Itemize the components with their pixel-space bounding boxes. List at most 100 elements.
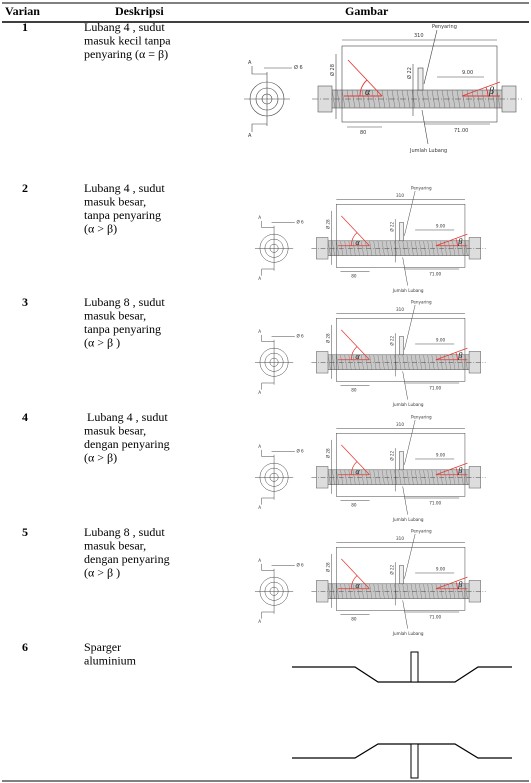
- description-line: tanpa penyaring: [84, 208, 161, 222]
- dim-label: 80: [360, 130, 366, 136]
- dim-label: 310: [396, 422, 404, 427]
- nozzle: [418, 68, 423, 90]
- description-line: masuk kecil tanpa: [84, 34, 171, 48]
- annotation: Penyaring: [432, 24, 457, 30]
- nozzle: [399, 452, 403, 470]
- variant-number: 3: [22, 295, 28, 309]
- leader: [404, 305, 415, 350]
- dim-label: 9.00: [436, 338, 446, 343]
- description-line: masuk besar,: [84, 424, 146, 438]
- page: {"table": { "header": ["Varian", "Deskri…: [0, 0, 531, 783]
- angle-label: β: [457, 351, 463, 360]
- angle-label: β: [457, 580, 463, 589]
- sparger-nozzle: [411, 652, 418, 682]
- cut-label: A: [258, 390, 261, 395]
- dim-label: 310: [396, 193, 404, 198]
- annotation: Penyaring: [411, 528, 432, 533]
- description-line: masuk besar,: [84, 309, 146, 323]
- leader: [404, 420, 415, 465]
- angle-label: α: [355, 238, 360, 247]
- dim-label: 80: [351, 616, 357, 621]
- annotation: Jumlah Lubang: [392, 517, 424, 522]
- dim-label: 71.00: [454, 128, 468, 134]
- sparger-nozzle: [411, 744, 418, 778]
- description-line: penyaring (α = β): [84, 47, 168, 61]
- drawing: [292, 652, 512, 778]
- sparger-outline: [292, 744, 512, 758]
- variant-number: 2: [22, 181, 28, 195]
- angle-label: α: [365, 87, 371, 98]
- dim-label: 310: [396, 536, 404, 541]
- dim-label: Ø 28: [329, 64, 336, 76]
- cut-label: A: [258, 215, 261, 220]
- description-line: (α > β ): [84, 336, 120, 350]
- dim-label: Ø 6: [296, 562, 304, 567]
- cut-label: A: [258, 276, 261, 281]
- dim-label: Ø 22: [406, 67, 413, 79]
- dim-label: Ø 6: [296, 219, 304, 224]
- angle-label: β: [488, 86, 494, 97]
- dim-label: Ø 28: [326, 219, 331, 229]
- dim-label: 310: [396, 307, 404, 312]
- dim-label: Ø 22: [390, 564, 395, 574]
- leader: [424, 30, 437, 84]
- description-line: Lubang 4 , sudut: [84, 20, 165, 34]
- leader: [422, 110, 428, 144]
- dim-label: 71.00: [429, 272, 441, 277]
- drawing: A A Ø 6 310 Penyaring Ø 28 Ø 22 9.00 80 71.00 Juml…: [255, 528, 486, 636]
- dim-label: 80: [351, 502, 357, 507]
- nozzle: [399, 566, 403, 584]
- annotation: Penyaring: [411, 414, 432, 419]
- leader: [404, 534, 415, 579]
- angle-label: α: [355, 467, 360, 476]
- drawing: AAØ 6310PenyaringØ 28Ø 229.008071.00Juml…: [255, 414, 486, 522]
- leader: [403, 486, 408, 514]
- dim-label: 310: [414, 33, 424, 39]
- dim-label: Ø 6: [296, 333, 304, 338]
- description-line: dengan penyaring: [84, 437, 170, 451]
- cut-label: A: [258, 444, 261, 449]
- annotation: Jumlah Lubang: [409, 148, 447, 154]
- dim-label: 9.00: [436, 567, 446, 572]
- description-line: (α > β): [84, 222, 117, 236]
- variant-number: 5: [22, 525, 28, 539]
- header-cell: Gambar: [345, 4, 389, 18]
- dim-label: 9.00: [436, 224, 446, 229]
- annotation: Penyaring: [411, 185, 432, 190]
- cut-label: A: [258, 329, 261, 334]
- description-line: masuk besar,: [84, 539, 146, 553]
- dim-label: Ø 28: [326, 562, 331, 572]
- dim-label: Ø 6: [294, 64, 303, 71]
- leader: [403, 371, 408, 399]
- description-line: tanpa penyaring: [84, 322, 161, 336]
- description-line: Sparger: [84, 640, 121, 654]
- dim-label: Ø 28: [326, 448, 331, 458]
- cut-label: A: [258, 558, 261, 563]
- cut-label: A: [258, 619, 261, 624]
- description-line: Lubang 8 , sudut: [84, 525, 165, 539]
- sparger-outline: [292, 667, 512, 682]
- dim-label: 80: [351, 387, 357, 392]
- dim-label: Ø 22: [390, 450, 395, 460]
- description-line: Lubang 4 , sudut: [84, 181, 165, 195]
- dim-label: Ø 6: [296, 448, 304, 453]
- variant-number: 1: [22, 20, 28, 34]
- description-line: masuk besar,: [84, 195, 146, 209]
- annotation: Jumlah Lubang: [392, 631, 424, 636]
- header-cell: Varian: [5, 4, 40, 18]
- drawing: AAØ 6310PenyaringØ 28Ø 229.008071.00Juml…: [255, 185, 486, 293]
- angle-label: β: [457, 237, 463, 246]
- variant-number: 4: [22, 410, 28, 424]
- dim-label: Ø 28: [326, 333, 331, 343]
- dim-label: Ø 22: [390, 221, 395, 231]
- dim-label: 71.00: [429, 615, 441, 620]
- angle-label: α: [355, 352, 360, 361]
- dim-label: 9.00: [462, 70, 473, 76]
- cut-label: A: [248, 60, 252, 66]
- variant-number: 6: [22, 640, 28, 654]
- leader: [403, 600, 408, 628]
- cut-label: A: [258, 505, 261, 510]
- nozzle: [399, 223, 403, 241]
- cut-label: A: [248, 133, 252, 139]
- description-line: Lubang 4 , sudut: [84, 410, 168, 424]
